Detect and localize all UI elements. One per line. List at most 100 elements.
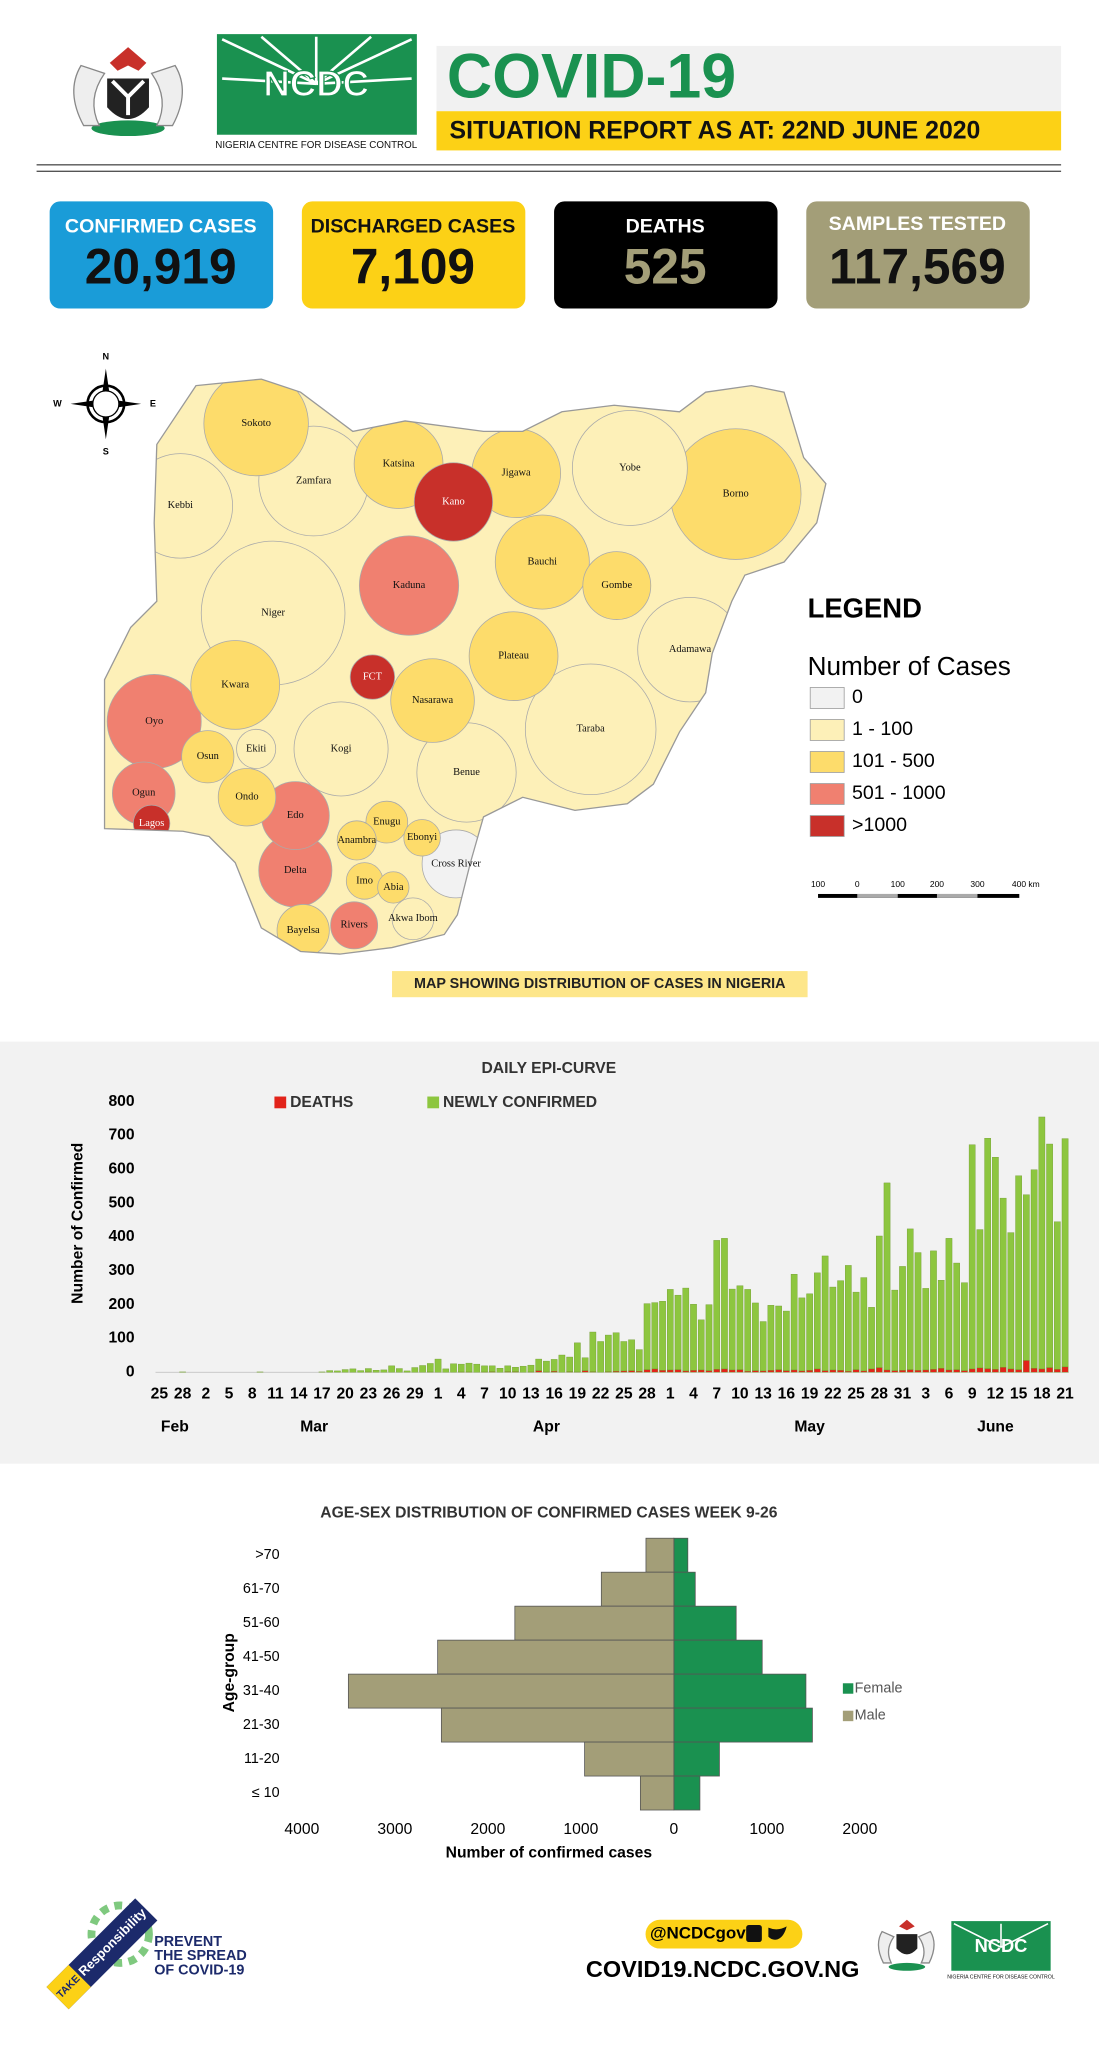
state-area [236,728,277,769]
slogan: THE SPREAD [154,1948,247,1964]
legend-label: Male [855,1708,886,1724]
bar-segment [899,1266,906,1371]
state-area [358,535,460,636]
x-tick-label: 21 [1056,1386,1074,1403]
bar-segment [1061,1138,1069,1368]
x-tick-label: 8 [248,1386,257,1403]
legend-swatch [842,1683,854,1694]
bar-segment [581,1370,589,1373]
bar [673,1673,807,1709]
x-axis-title: Number of confirmed cases [446,1844,653,1861]
scale-label: 100 [811,879,825,889]
bar-segment [519,1365,527,1373]
bar-segment [814,1368,821,1373]
bar-segment [868,1307,875,1370]
state-label: Kaduna [393,580,426,591]
x-tick-label: 1000 [749,1821,784,1838]
bar-segment [403,1370,411,1373]
bar [673,1639,763,1675]
state-label: Lagos [139,818,165,829]
bar-segment [806,1370,813,1373]
bar-segment [620,1341,628,1372]
state-label: Kano [442,496,465,507]
month-label: June [977,1418,1014,1435]
x-tick-label: 7 [712,1386,721,1403]
facebook-icon [746,1925,762,1943]
age-sex-chart: AGE-SEX DISTRIBUTION OF CONFIRMED CASES … [221,1505,902,1862]
bar-segment [999,1366,1007,1373]
state-area [190,640,281,730]
state-label: Akwa Ibom [388,913,438,924]
state-label: Yobe [619,462,641,473]
state-label: Rivers [341,920,368,931]
bar-segment [535,1370,542,1373]
ncdc-logo-small: NCDC NIGERIA CENTRE FOR DISEASE CONTROL [947,1921,1055,1981]
twitter-icon [768,1926,787,1940]
state-label: FCT [363,671,383,682]
x-tick-label: 2000 [842,1821,877,1838]
state-label: Anambra [337,835,376,846]
bar-segment [899,1370,906,1373]
month-label: Mar [300,1418,328,1435]
scale-label: 100 [891,879,905,889]
x-tick-label: 25 [615,1386,633,1403]
subtitle: SITUATION REPORT AS AT: 22ND JUNE 2020 [450,118,981,145]
bar-segment [419,1365,426,1373]
month-label: Apr [533,1418,560,1435]
x-tick-label: 28 [638,1386,656,1403]
stat-value: 525 [624,239,707,295]
bar-segment [721,1368,728,1373]
bar-segment [829,1369,837,1373]
stat-deaths: DEATHS 525 [554,201,778,309]
bar-segment [752,1302,759,1371]
x-tick-label: 19 [801,1386,819,1403]
bar [673,1707,813,1743]
x-tick-label: 7 [480,1386,489,1403]
state-area [582,551,652,620]
bar-segment [1046,1367,1053,1373]
state-label: Bauchi [528,556,558,567]
bar-segment [636,1349,643,1372]
bar-segment [868,1368,875,1373]
logo-text: NCDC [263,63,369,104]
bar-segment [1023,1360,1030,1373]
bar-segment [411,1367,419,1373]
state-area [390,658,475,743]
state-area [181,730,235,784]
scale-bar: 100 0 100 200 300 400 km [811,879,1040,898]
bar-segment [713,1240,721,1370]
stat-label: SAMPLES TESTED [829,213,1006,235]
bar-segment [427,1363,434,1373]
caption-bg [392,971,808,998]
logo-subtext: NIGERIA CENTRE FOR DISEASE CONTROL [215,140,418,151]
bar [584,1741,675,1777]
state-label: Ogun [132,788,156,799]
x-tick-label: 22 [824,1386,842,1403]
x-tick-label: 28 [174,1386,192,1403]
legend-swatch [427,1096,440,1109]
bar-segment [550,1359,558,1372]
country-outline [103,378,827,955]
bar-segment [945,1238,953,1371]
bar-segment [937,1368,945,1373]
bar [673,1537,689,1573]
bar-segment [961,1370,968,1373]
bar-segment [1030,1368,1038,1373]
bar [673,1605,737,1641]
bar-segment [906,1369,914,1373]
bar-segment [1007,1368,1015,1373]
bar-segment [705,1370,713,1373]
x-tick-label: 2 [201,1386,210,1403]
state-label: Katsina [383,458,415,469]
month-label: May [794,1418,825,1435]
bar-segment [860,1277,868,1372]
y-tick-label: ≤ 10 [252,1785,280,1801]
x-tick-label: 29 [406,1386,424,1403]
bar-segment [806,1293,813,1371]
x-tick-label: 1 [434,1386,443,1403]
bar-segment [883,1182,891,1371]
bar-segment [976,1367,984,1373]
y-tick-label: 31-40 [243,1683,280,1699]
bar-segment [481,1365,488,1373]
bar-segment [852,1291,860,1370]
